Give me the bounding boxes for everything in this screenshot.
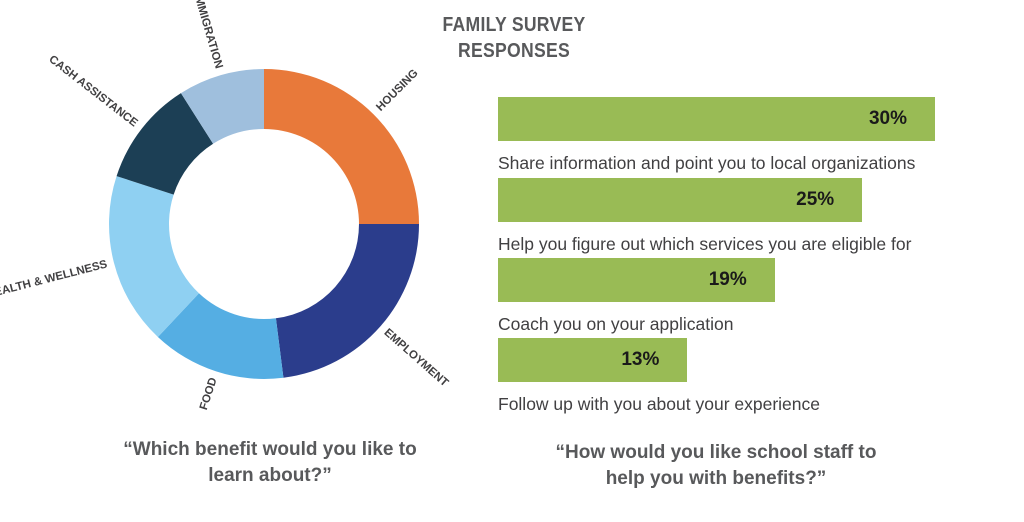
bar-value-label: 30% xyxy=(868,108,907,129)
donut-slice-5 xyxy=(180,69,264,144)
bar-3: 13% xyxy=(498,338,688,382)
chart-title: FAMILY SURVEY RESPONSES xyxy=(382,12,646,64)
bar-row: 30% Share information and point you to lo… xyxy=(498,97,935,173)
benefit-donut-chart: HOUSING EMPLOYMENT FOOD HEALTH & WELLNESS CA… xyxy=(0,0,451,412)
bar-category-label: Follow up with you about your experience xyxy=(498,394,820,414)
donut-label-5: IMMIGRATION xyxy=(191,0,224,70)
donut-label-3: HEALTH & WELLNESS xyxy=(0,258,109,301)
donut-caption-line1: “Which benefit would you like to xyxy=(123,439,417,460)
bar-value-label: 13% xyxy=(621,349,660,370)
bar-category-label: Help you figure out which services you a… xyxy=(498,234,912,254)
bar-0: 30% xyxy=(498,97,935,141)
donut-caption-line2: learn about?” xyxy=(208,465,332,486)
bar-row: 25% Help you figure out which services yo… xyxy=(498,178,911,254)
donut-caption: “Which benefit would you like to learn a… xyxy=(70,437,470,489)
donut-slice-4 xyxy=(116,93,214,195)
bar-row: 19% Coach you on your application xyxy=(498,258,775,334)
donut-slice-0 xyxy=(264,69,419,224)
bar-caption: “How would you like school staff to help… xyxy=(516,440,916,492)
bar-row: 13% Follow up with you about your experie… xyxy=(498,338,820,414)
chart-title-line2: RESPONSES xyxy=(458,40,570,62)
bar-caption-line1: “How would you like school staff to xyxy=(555,442,877,463)
bar-category-label: Share information and point you to local… xyxy=(498,153,916,173)
bar-category-label: Coach you on your application xyxy=(498,314,734,334)
chart-title-line1: FAMILY SURVEY xyxy=(442,14,586,36)
bar-value-label: 19% xyxy=(708,269,747,290)
donut-label-0: HOUSING xyxy=(374,67,420,113)
bar-value-label: 25% xyxy=(796,189,835,210)
donut-slice-1 xyxy=(275,224,419,378)
donut-slice-3 xyxy=(108,176,199,337)
bar-caption-line2: help you with benefits?” xyxy=(605,468,827,489)
donut-label-4: CASH ASSISTANCE xyxy=(46,53,139,129)
donut-slice-2 xyxy=(157,293,284,379)
donut-label-2: FOOD xyxy=(198,376,220,411)
bar-2: 19% xyxy=(498,258,775,302)
donut-label-1: EMPLOYMENT xyxy=(382,327,451,390)
bar-1: 25% xyxy=(498,178,863,222)
